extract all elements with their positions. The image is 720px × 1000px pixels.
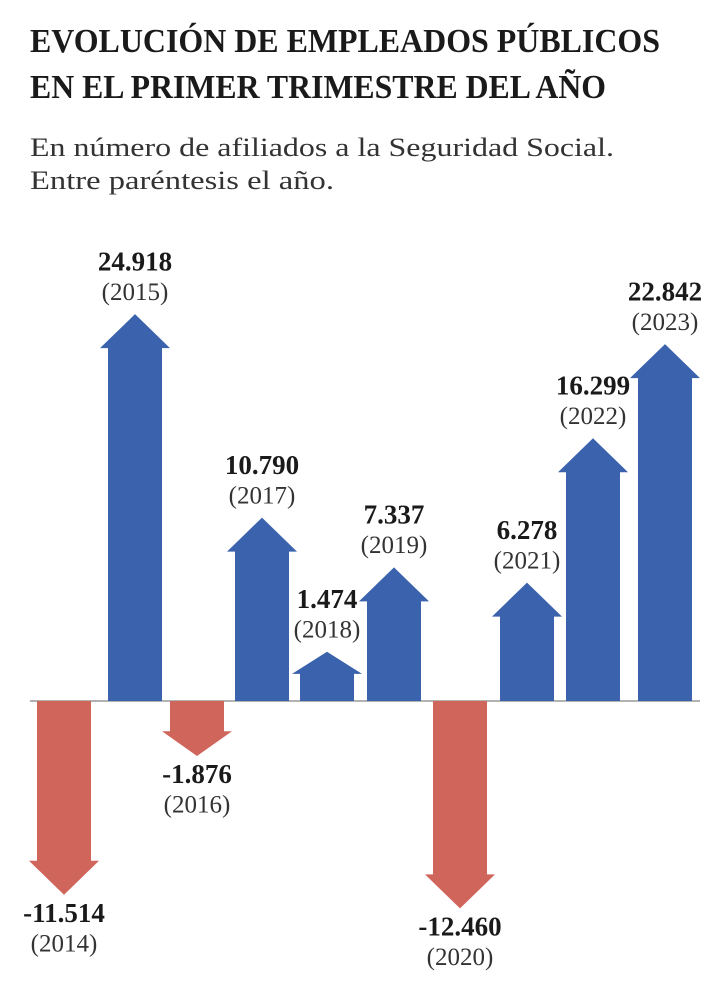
arrow [162, 701, 232, 757]
value-label: 6.278 [497, 515, 558, 545]
category-label: (2020) [427, 944, 494, 971]
subtitle: En número de afiliados a la Seguridad So… [30, 133, 614, 162]
category-label: (2015) [102, 279, 169, 306]
value-label: -11.514 [23, 898, 105, 928]
category-label: (2016) [164, 792, 231, 819]
category-label: (2022) [560, 403, 627, 430]
chart-title: EVOLUCIÓN DE EMPLEADOS PÚBLICOS [30, 22, 660, 60]
category-label: (2018) [294, 617, 361, 644]
arrow [558, 438, 628, 701]
value-label: 1.474 [297, 584, 358, 614]
category-label: (2019) [361, 532, 428, 559]
arrow [227, 517, 297, 701]
arrow [292, 651, 362, 701]
value-label: 16.299 [556, 370, 630, 400]
arrow [425, 701, 495, 909]
category-label: (2017) [229, 482, 296, 509]
value-label: 24.918 [98, 246, 172, 276]
subtitle: Entre paréntesis el año. [30, 166, 334, 195]
category-label: (2021) [494, 547, 561, 574]
category-label: (2023) [632, 309, 699, 336]
arrow [29, 701, 99, 895]
arrow [100, 314, 170, 701]
chart-title: EN EL PRIMER TRIMESTRE DEL AÑO [30, 69, 606, 106]
value-label: -1.876 [162, 759, 232, 789]
value-label: 10.790 [225, 450, 299, 480]
category-label: (2014) [31, 931, 98, 958]
arrow [492, 582, 562, 701]
value-label: -12.460 [418, 912, 501, 942]
value-label: 22.842 [628, 276, 702, 306]
arrow [359, 567, 429, 701]
arrow [630, 344, 700, 701]
value-label: 7.337 [364, 500, 425, 530]
